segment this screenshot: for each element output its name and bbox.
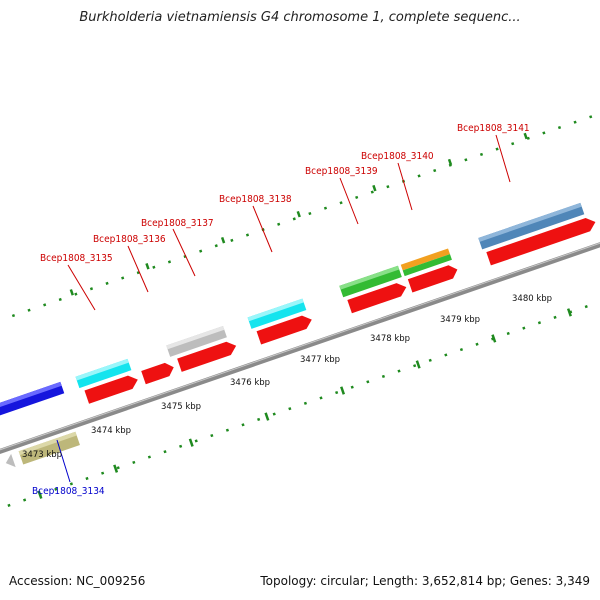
outer-tick	[220, 236, 226, 244]
cds-3138-arrow[interactable]	[256, 313, 315, 345]
gene-label-3138[interactable]: Bcep1808_3138	[219, 194, 292, 205]
leader-3136	[127, 245, 149, 293]
genome-backbone	[0, 217, 600, 464]
cds-3139-box-highlight	[339, 265, 400, 290]
scale-label: 3477 kbp	[300, 355, 340, 365]
inner-dotted-track	[7, 276, 600, 507]
gene-label-3140[interactable]: Bcep1808_3140	[361, 151, 434, 162]
leader-3137	[172, 228, 196, 277]
scale-label: 3475 kbp	[161, 402, 201, 412]
inner-tick	[566, 308, 572, 317]
leader-3141	[495, 134, 511, 183]
inner-tick	[37, 490, 43, 499]
cds-3135-arrow[interactable]	[84, 373, 140, 404]
inner-tick	[264, 412, 270, 421]
scale-label: 3474 kbp	[91, 426, 131, 436]
cds-3134-khaki-highlight	[18, 431, 77, 456]
outer-tick	[523, 132, 528, 140]
gene-label-3139[interactable]: Bcep1808_3139	[305, 166, 378, 177]
inner-tick	[415, 360, 421, 369]
leader-3134	[56, 439, 71, 483]
inner-tick	[188, 438, 194, 447]
cds-3139-arrow[interactable]	[347, 281, 408, 314]
outer-tick	[296, 210, 301, 218]
outer-tick	[372, 184, 377, 192]
cds-3138-box-highlight	[247, 298, 304, 322]
cds-3140-box-green[interactable]	[402, 254, 452, 277]
page-title: Burkholderia vietnamiensis G4 chromosome…	[79, 10, 521, 25]
cds-3140-box-orange[interactable]	[400, 248, 450, 271]
genome-info-text: Topology: circular; Length: 3,652,814 bp…	[260, 574, 590, 588]
cds-3134-box-highlight	[0, 381, 62, 409]
leader-3138	[252, 205, 273, 253]
leader-3139	[339, 177, 359, 225]
cds-prev-gray[interactable]	[4, 453, 16, 470]
gene-label-3135[interactable]: Bcep1808_3135	[40, 253, 113, 264]
backbone-highlight	[0, 218, 600, 461]
cds-3141-box-highlight	[478, 202, 582, 242]
outer-tick	[447, 158, 453, 166]
gene-label-3134[interactable]: Bcep1808_3134	[32, 486, 105, 497]
accession-text: Accession: NC_009256	[9, 574, 146, 588]
outer-tick	[145, 263, 150, 270]
gene-label-3136[interactable]: Bcep1808_3136	[93, 234, 166, 245]
cds-3136-arrow[interactable]	[141, 361, 176, 385]
cds-3134-khaki-box[interactable]	[18, 431, 80, 465]
scale-label: 3479 kbp	[440, 315, 480, 325]
scale-label: 3476 kbp	[230, 378, 270, 388]
scale-label: 3478 kbp	[370, 334, 410, 344]
inner-tick	[491, 334, 497, 343]
cds-3140-arrow[interactable]	[407, 263, 460, 293]
inner-tick	[340, 386, 346, 395]
cds-3141-arrow[interactable]	[486, 215, 597, 266]
cds-3137-box-highlight	[166, 325, 225, 350]
scale-label: 3473 kbp	[22, 450, 62, 460]
outer-tick	[69, 289, 74, 296]
cds-3135-box-highlight	[75, 358, 129, 381]
leader-3135	[67, 264, 96, 311]
gene-label-3141[interactable]: Bcep1808_3141	[457, 123, 530, 134]
cds-3137-arrow[interactable]	[177, 339, 238, 372]
outer-dotted-track	[0, 108, 600, 339]
leader-3140	[397, 162, 413, 211]
inner-tick	[113, 464, 119, 473]
scale-label: 3480 kbp	[512, 294, 552, 304]
gene-label-3137[interactable]: Bcep1808_3137	[141, 218, 214, 229]
